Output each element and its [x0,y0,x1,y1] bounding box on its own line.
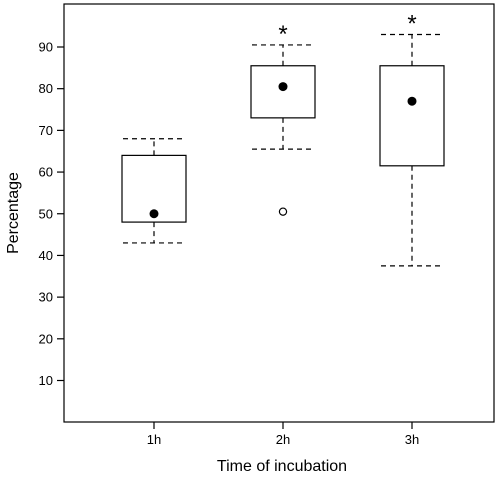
outlier-point [278,207,288,216]
y-tick-label: 20 [39,331,53,346]
y-tick-label: 50 [39,206,53,221]
y-tick-label: 30 [39,290,53,305]
y-axis-title: Percentage [5,172,22,254]
boxes: * * [121,10,445,267]
x-tick-label: 1h [147,432,161,447]
box-group-1h [121,138,187,244]
x-tick-label: 3h [405,432,419,447]
median-point [278,82,288,92]
y-tick-label: 40 [39,248,53,263]
median-point [149,209,159,219]
iqr-box [250,65,316,119]
x-axis-title: Time of incubation [217,458,347,475]
y-tick-label: 80 [39,81,53,96]
y-tick-label: 90 [39,40,53,55]
y-tick-label: 70 [39,123,53,138]
x-tick-label: 2h [276,432,290,447]
x-axis: 1h 2h 3h [147,422,419,447]
plot-frame [63,3,495,423]
box-group-2h: * [250,21,316,216]
significance-marker: * [407,10,416,37]
iqr-box [379,65,445,167]
y-tick-label: 10 [39,373,53,388]
significance-marker: * [278,21,287,48]
median-point [407,96,417,106]
y-tick-label: 60 [39,165,53,180]
y-axis: 10 20 30 40 50 60 70 80 90 [39,40,64,388]
box-group-3h: * [379,10,445,267]
